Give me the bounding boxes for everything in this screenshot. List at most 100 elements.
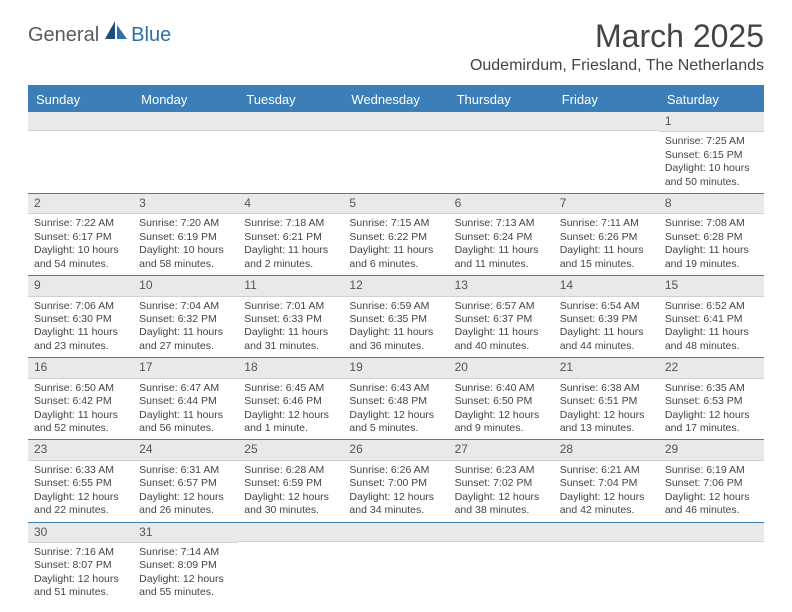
week-row: 9Sunrise: 7:06 AMSunset: 6:30 PMDaylight… <box>28 276 764 358</box>
cell-line: Sunrise: 6:45 AM <box>244 382 337 395</box>
cell-body: Sunrise: 6:35 AMSunset: 6:53 PMDaylight:… <box>659 379 764 440</box>
cell-body: Sunrise: 6:57 AMSunset: 6:37 PMDaylight:… <box>449 297 554 358</box>
day-number: 24 <box>133 440 238 460</box>
cell-line: and 27 minutes. <box>139 340 232 353</box>
cell-line: Sunset: 6:53 PM <box>665 395 758 408</box>
cell-line: Sunrise: 6:50 AM <box>34 382 127 395</box>
cell-line: Daylight: 11 hours <box>244 244 337 257</box>
cell-line: Sunset: 6:28 PM <box>665 231 758 244</box>
day-number: 19 <box>343 358 448 378</box>
cell-line: Sunrise: 6:57 AM <box>455 300 548 313</box>
day-number: 11 <box>238 276 343 296</box>
day-number-empty <box>554 112 659 131</box>
title-block: March 2025 Oudemirdum, Friesland, The Ne… <box>470 18 764 75</box>
cell-line: Daylight: 12 hours <box>560 491 653 504</box>
cell-line: Sunrise: 7:11 AM <box>560 217 653 230</box>
day-header-friday: Friday <box>554 87 659 112</box>
cell-line: Daylight: 12 hours <box>244 409 337 422</box>
day-number: 29 <box>659 440 764 460</box>
cell-body: Sunrise: 6:45 AMSunset: 6:46 PMDaylight:… <box>238 379 343 440</box>
day-number: 21 <box>554 358 659 378</box>
cell-line: Daylight: 10 hours <box>34 244 127 257</box>
cell-line: Daylight: 11 hours <box>139 409 232 422</box>
cell-line: Sunset: 7:04 PM <box>560 477 653 490</box>
cell-line: Daylight: 10 hours <box>665 162 758 175</box>
cell-line: Daylight: 12 hours <box>349 409 442 422</box>
cell-body: Sunrise: 7:18 AMSunset: 6:21 PMDaylight:… <box>238 214 343 275</box>
cell-body <box>554 131 659 138</box>
day-number: 2 <box>28 194 133 214</box>
cell-body: Sunrise: 7:14 AMSunset: 8:09 PMDaylight:… <box>133 543 238 604</box>
calendar-cell: 21Sunrise: 6:38 AMSunset: 6:51 PMDayligh… <box>554 358 659 439</box>
cell-line: Sunrise: 6:47 AM <box>139 382 232 395</box>
cell-line: Sunset: 6:50 PM <box>455 395 548 408</box>
logo-sail-icon <box>103 19 129 46</box>
day-number: 20 <box>449 358 554 378</box>
calendar-cell: 16Sunrise: 6:50 AMSunset: 6:42 PMDayligh… <box>28 358 133 439</box>
cell-line: and 6 minutes. <box>349 258 442 271</box>
cell-line: and 52 minutes. <box>34 422 127 435</box>
cell-line: Sunrise: 6:52 AM <box>665 300 758 313</box>
cell-line: Sunrise: 6:59 AM <box>349 300 442 313</box>
cell-line: Sunset: 6:26 PM <box>560 231 653 244</box>
calendar-cell: 24Sunrise: 6:31 AMSunset: 6:57 PMDayligh… <box>133 440 238 521</box>
cell-line: Sunrise: 6:26 AM <box>349 464 442 477</box>
calendar-cell <box>659 523 764 604</box>
cell-line: and 54 minutes. <box>34 258 127 271</box>
cell-line: Sunset: 6:44 PM <box>139 395 232 408</box>
cell-line: Sunrise: 7:14 AM <box>139 546 232 559</box>
day-number: 23 <box>28 440 133 460</box>
cell-line: Sunset: 6:39 PM <box>560 313 653 326</box>
cell-line: Sunset: 7:00 PM <box>349 477 442 490</box>
day-header-wednesday: Wednesday <box>343 87 448 112</box>
day-number-empty <box>28 112 133 131</box>
week-row: 16Sunrise: 6:50 AMSunset: 6:42 PMDayligh… <box>28 358 764 440</box>
cell-body <box>133 131 238 138</box>
calendar-cell <box>449 112 554 193</box>
cell-line: Sunset: 7:02 PM <box>455 477 548 490</box>
cell-line: Daylight: 11 hours <box>349 326 442 339</box>
day-number: 4 <box>238 194 343 214</box>
cell-line: Sunset: 6:21 PM <box>244 231 337 244</box>
calendar-cell <box>133 112 238 193</box>
calendar-cell: 6Sunrise: 7:13 AMSunset: 6:24 PMDaylight… <box>449 194 554 275</box>
day-header-sunday: Sunday <box>28 87 133 112</box>
cell-line: and 34 minutes. <box>349 504 442 517</box>
calendar-cell: 8Sunrise: 7:08 AMSunset: 6:28 PMDaylight… <box>659 194 764 275</box>
day-number-empty <box>343 523 448 542</box>
calendar-cell: 29Sunrise: 6:19 AMSunset: 7:06 PMDayligh… <box>659 440 764 521</box>
day-number: 22 <box>659 358 764 378</box>
cell-body: Sunrise: 6:50 AMSunset: 6:42 PMDaylight:… <box>28 379 133 440</box>
cell-line: and 26 minutes. <box>139 504 232 517</box>
calendar-cell: 1Sunrise: 7:25 AMSunset: 6:15 PMDaylight… <box>659 112 764 193</box>
day-number: 26 <box>343 440 448 460</box>
cell-line: Sunrise: 7:22 AM <box>34 217 127 230</box>
day-number: 30 <box>28 523 133 543</box>
cell-body: Sunrise: 6:28 AMSunset: 6:59 PMDaylight:… <box>238 461 343 522</box>
day-number: 31 <box>133 523 238 543</box>
cell-line: and 15 minutes. <box>560 258 653 271</box>
day-header-monday: Monday <box>133 87 238 112</box>
cell-body: Sunrise: 6:26 AMSunset: 7:00 PMDaylight:… <box>343 461 448 522</box>
day-number: 6 <box>449 194 554 214</box>
cell-line: and 2 minutes. <box>244 258 337 271</box>
header: General Blue March 2025 Oudemirdum, Frie… <box>28 18 764 75</box>
cell-line: Daylight: 12 hours <box>34 491 127 504</box>
calendar-cell <box>238 112 343 193</box>
cell-line: Sunset: 8:07 PM <box>34 559 127 572</box>
cell-body <box>554 542 659 549</box>
cell-line: Sunrise: 7:08 AM <box>665 217 758 230</box>
cell-line: and 40 minutes. <box>455 340 548 353</box>
calendar-cell: 12Sunrise: 6:59 AMSunset: 6:35 PMDayligh… <box>343 276 448 357</box>
week-row: 2Sunrise: 7:22 AMSunset: 6:17 PMDaylight… <box>28 194 764 276</box>
cell-line: and 36 minutes. <box>349 340 442 353</box>
cell-line: and 58 minutes. <box>139 258 232 271</box>
day-number: 9 <box>28 276 133 296</box>
cell-body: Sunrise: 6:23 AMSunset: 7:02 PMDaylight:… <box>449 461 554 522</box>
cell-line: Sunrise: 7:20 AM <box>139 217 232 230</box>
cell-line: Daylight: 12 hours <box>665 409 758 422</box>
logo-text-general: General <box>28 24 99 47</box>
cell-line: Sunrise: 6:31 AM <box>139 464 232 477</box>
cell-body: Sunrise: 6:21 AMSunset: 7:04 PMDaylight:… <box>554 461 659 522</box>
cell-body: Sunrise: 6:59 AMSunset: 6:35 PMDaylight:… <box>343 297 448 358</box>
